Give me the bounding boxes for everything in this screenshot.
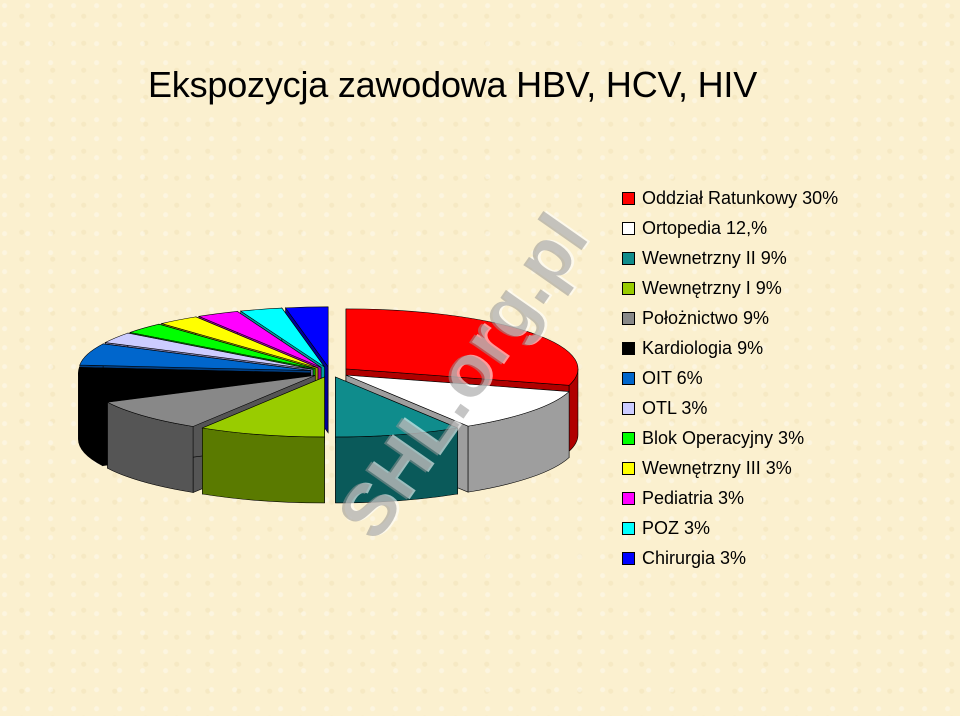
pie-slice-top bbox=[104, 332, 314, 370]
legend-swatch bbox=[622, 461, 635, 475]
legend-item: Wewnętrzny I 9% bbox=[622, 273, 838, 303]
legend-swatch bbox=[622, 401, 635, 415]
legend-swatch bbox=[622, 221, 635, 235]
pie-slice-top bbox=[106, 375, 316, 427]
legend-label: Blok Operacyjny 3% bbox=[642, 427, 805, 448]
pie-slice-top bbox=[239, 307, 325, 368]
pie-slice-top bbox=[160, 316, 319, 369]
pie-slice-top bbox=[345, 308, 579, 386]
legend-label: POZ 3% bbox=[642, 517, 711, 538]
legend-item: OIT 6% bbox=[622, 363, 838, 393]
chart-legend: Oddział Ratunkowy 30% Ortopedia 12,% Wewne… bbox=[622, 183, 838, 573]
pie-slice-top bbox=[335, 376, 459, 438]
legend-item: OTL 3% bbox=[622, 393, 838, 423]
legend-swatch bbox=[622, 491, 635, 505]
legend-swatch bbox=[622, 251, 635, 265]
legend-item: Wewnetrzny II 9% bbox=[622, 243, 838, 273]
pie-slice-top bbox=[79, 343, 311, 371]
legend-label: Wewnetrzny II 9% bbox=[642, 247, 787, 268]
legend-item: Chirurgia 3% bbox=[622, 543, 838, 573]
legend-label: OTL 3% bbox=[642, 397, 708, 418]
legend-item: Pediatria 3% bbox=[622, 483, 838, 513]
legend-item: POZ 3% bbox=[622, 513, 838, 543]
legend-label: Ortopedia 12,% bbox=[642, 217, 768, 238]
legend-label: OIT 6% bbox=[642, 367, 703, 388]
legend-swatch bbox=[622, 371, 635, 385]
legend-item: Położnictwo 9% bbox=[622, 303, 838, 333]
legend-label: Pediatria 3% bbox=[642, 487, 745, 508]
chart-title: Ekspozycja zawodowa HBV, HCV, HIV bbox=[148, 64, 758, 105]
pie-slice bbox=[201, 376, 325, 504]
legend-item: Wewnętrzny III 3% bbox=[622, 453, 838, 483]
legend-swatch bbox=[622, 311, 635, 325]
legend-swatch bbox=[622, 281, 635, 295]
legend-label: Położnictwo 9% bbox=[642, 307, 770, 328]
pie-slice bbox=[335, 376, 459, 504]
pie-slice-top bbox=[78, 367, 311, 401]
legend-item: Blok Operacyjny 3% bbox=[622, 423, 838, 453]
legend-item: Kardiologia 9% bbox=[622, 333, 838, 363]
legend-swatch bbox=[622, 191, 635, 205]
legend-swatch bbox=[622, 341, 635, 355]
pie-slice-top bbox=[197, 311, 322, 368]
pie-slice-top bbox=[284, 306, 329, 368]
legend-label: Wewnętrzny III 3% bbox=[642, 457, 792, 478]
pie-slice-wall bbox=[202, 427, 325, 504]
legend-swatch bbox=[622, 521, 635, 535]
legend-label: Kardiologia 9% bbox=[642, 337, 764, 358]
legend-item: Oddział Ratunkowy 30% bbox=[622, 183, 838, 213]
legend-label: Chirurgia 3% bbox=[642, 547, 747, 568]
legend-swatch bbox=[622, 551, 635, 565]
legend-item: Ortopedia 12,% bbox=[622, 213, 838, 243]
legend-swatch bbox=[622, 431, 635, 445]
legend-label: Wewnętrzny I 9% bbox=[642, 277, 782, 298]
legend-label: Oddział Ratunkowy 30% bbox=[642, 187, 839, 208]
pie-slice-top bbox=[201, 376, 325, 438]
pie-slice-top bbox=[128, 323, 316, 369]
pie-slice-top bbox=[345, 374, 570, 427]
